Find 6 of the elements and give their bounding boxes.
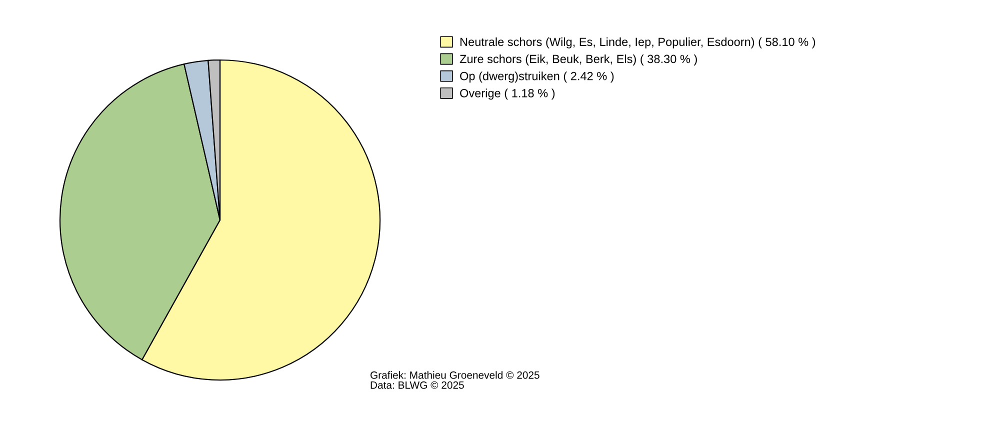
legend-label: Op (dwerg)struiken ( 2.42 % ) [460, 72, 614, 83]
legend-label: Neutrale schors (Wilg, Es, Linde, Iep, Populier, Esdoorn) ( 58.10 % ) [460, 37, 816, 48]
text: Grafiek: Mathieu Groeneveld © 2025 [370, 371, 540, 379]
legend-label: Zure schors (Eik, Beuk, Berk, Els) ( 38.30 % ) [460, 54, 697, 66]
text: Data: BLWG © 2025 [370, 381, 464, 389]
legend-label: Overige ( 1.18 % ) [460, 88, 555, 100]
